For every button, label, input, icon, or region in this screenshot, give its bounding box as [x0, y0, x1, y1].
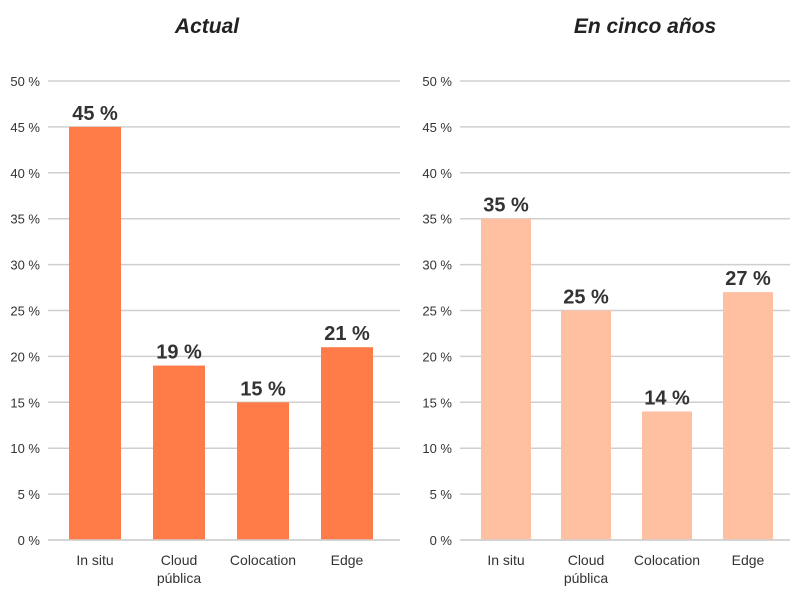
data-label: 27 %: [725, 268, 771, 290]
y-tick-label: 45 %: [10, 120, 40, 135]
x-tick-label: Colocation: [230, 552, 296, 568]
x-tick-label: Colocation: [634, 552, 700, 568]
bar: [321, 347, 373, 540]
data-label: 45 %: [72, 103, 118, 125]
y-tick-label: 0 %: [430, 533, 453, 548]
bar: [723, 292, 773, 540]
chart-title: Actual: [174, 15, 240, 38]
y-tick-label: 5 %: [430, 487, 453, 502]
x-tick-label: Cloud: [161, 552, 198, 568]
x-tick-label: Edge: [331, 552, 364, 568]
y-tick-label: 50 %: [422, 74, 452, 89]
y-tick-label: 20 %: [10, 349, 40, 364]
bar: [642, 411, 692, 540]
data-label: 19 %: [156, 342, 202, 364]
y-tick-label: 40 %: [10, 166, 40, 181]
y-tick-label: 50 %: [10, 74, 40, 89]
bar: [153, 365, 205, 540]
y-tick-label: 0 %: [18, 533, 41, 548]
y-tick-label: 20 %: [422, 349, 452, 364]
y-tick-label: 25 %: [10, 304, 40, 319]
y-tick-label: 30 %: [10, 258, 40, 273]
chart-title: En cinco años: [574, 15, 716, 38]
y-tick-label: 5 %: [18, 487, 41, 502]
y-tick-label: 25 %: [422, 304, 452, 319]
y-tick-label: 10 %: [422, 441, 452, 456]
data-label: 21 %: [324, 323, 370, 345]
y-tick-label: 15 %: [422, 395, 452, 410]
y-tick-label: 40 %: [422, 166, 452, 181]
x-tick-label: pública: [564, 570, 609, 586]
y-tick-label: 15 %: [10, 395, 40, 410]
bar: [481, 218, 531, 540]
bar: [237, 402, 289, 540]
x-tick-label: Cloud: [568, 552, 605, 568]
bar: [69, 126, 121, 541]
bar: [561, 310, 611, 540]
y-tick-label: 45 %: [422, 120, 452, 135]
y-tick-label: 30 %: [422, 258, 452, 273]
data-label: 35 %: [483, 195, 529, 217]
x-tick-label: pública: [157, 570, 202, 586]
data-label: 14 %: [644, 387, 690, 409]
y-tick-label: 35 %: [10, 212, 40, 227]
x-tick-label: Edge: [732, 552, 765, 568]
y-tick-label: 10 %: [10, 441, 40, 456]
y-tick-label: 35 %: [422, 212, 452, 227]
data-label: 25 %: [563, 287, 609, 309]
x-tick-label: In situ: [76, 552, 113, 568]
x-tick-label: In situ: [487, 552, 524, 568]
data-label: 15 %: [240, 378, 286, 400]
